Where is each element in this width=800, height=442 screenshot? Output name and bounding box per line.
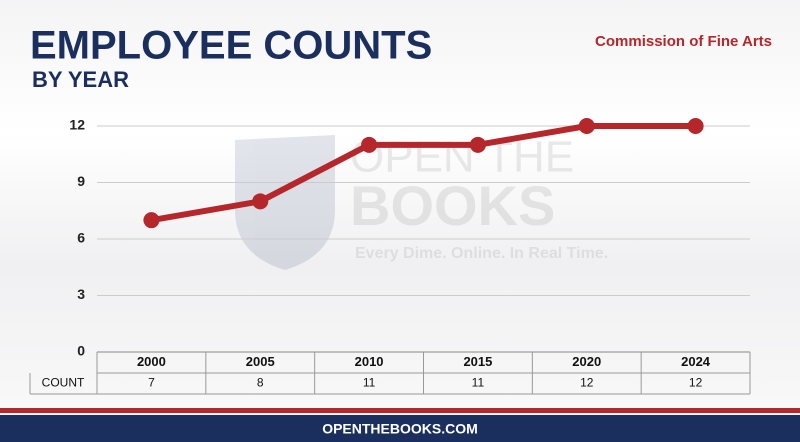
watermark: OPEN THE BOOKS Every Dime. Online. In Re… <box>235 133 608 270</box>
watermark-tagline: Every Dime. Online. In Real Time. <box>355 245 608 262</box>
chart-title: EMPLOYEE COUNTS <box>30 24 432 68</box>
agency-label: Commission of Fine Arts <box>595 33 772 50</box>
table-value: 8 <box>257 376 264 390</box>
table-value: 11 <box>363 376 376 390</box>
x-tick-label: 2015 <box>463 354 492 369</box>
y-tick-label: 12 <box>69 117 85 133</box>
table-value: 11 <box>472 376 485 390</box>
y-tick-label: 9 <box>77 173 85 189</box>
chart-subtitle: BY YEAR <box>32 67 129 92</box>
x-tick-label: 2005 <box>246 354 275 369</box>
data-point <box>361 136 378 153</box>
watermark-shield <box>235 135 335 270</box>
x-tick-label: 2024 <box>681 354 711 369</box>
data-point <box>143 212 160 229</box>
data-point <box>687 118 704 134</box>
series-line <box>150 123 696 224</box>
y-tick-label: 0 <box>77 343 85 359</box>
data-point <box>578 118 595 134</box>
watermark-text: OPEN THE <box>350 133 574 182</box>
y-tick-label: 6 <box>77 230 85 246</box>
y-tick-label: 3 <box>77 286 85 302</box>
table-value: 7 <box>148 376 155 390</box>
table-value: 12 <box>580 376 594 390</box>
footer-bar <box>0 415 800 442</box>
footer-text: OPENTHEBOOKS.COM <box>322 421 478 437</box>
footer-stripe <box>0 408 800 413</box>
data-point <box>252 193 269 210</box>
table-row-label: COUNT <box>42 376 85 390</box>
data-point <box>469 136 486 153</box>
x-tick-label: 2010 <box>355 354 384 369</box>
table-value: 12 <box>689 376 703 390</box>
x-tick-label: 2020 <box>572 354 601 369</box>
x-tick-label: 2000 <box>137 354 166 369</box>
watermark-text: BOOKS <box>350 174 555 237</box>
